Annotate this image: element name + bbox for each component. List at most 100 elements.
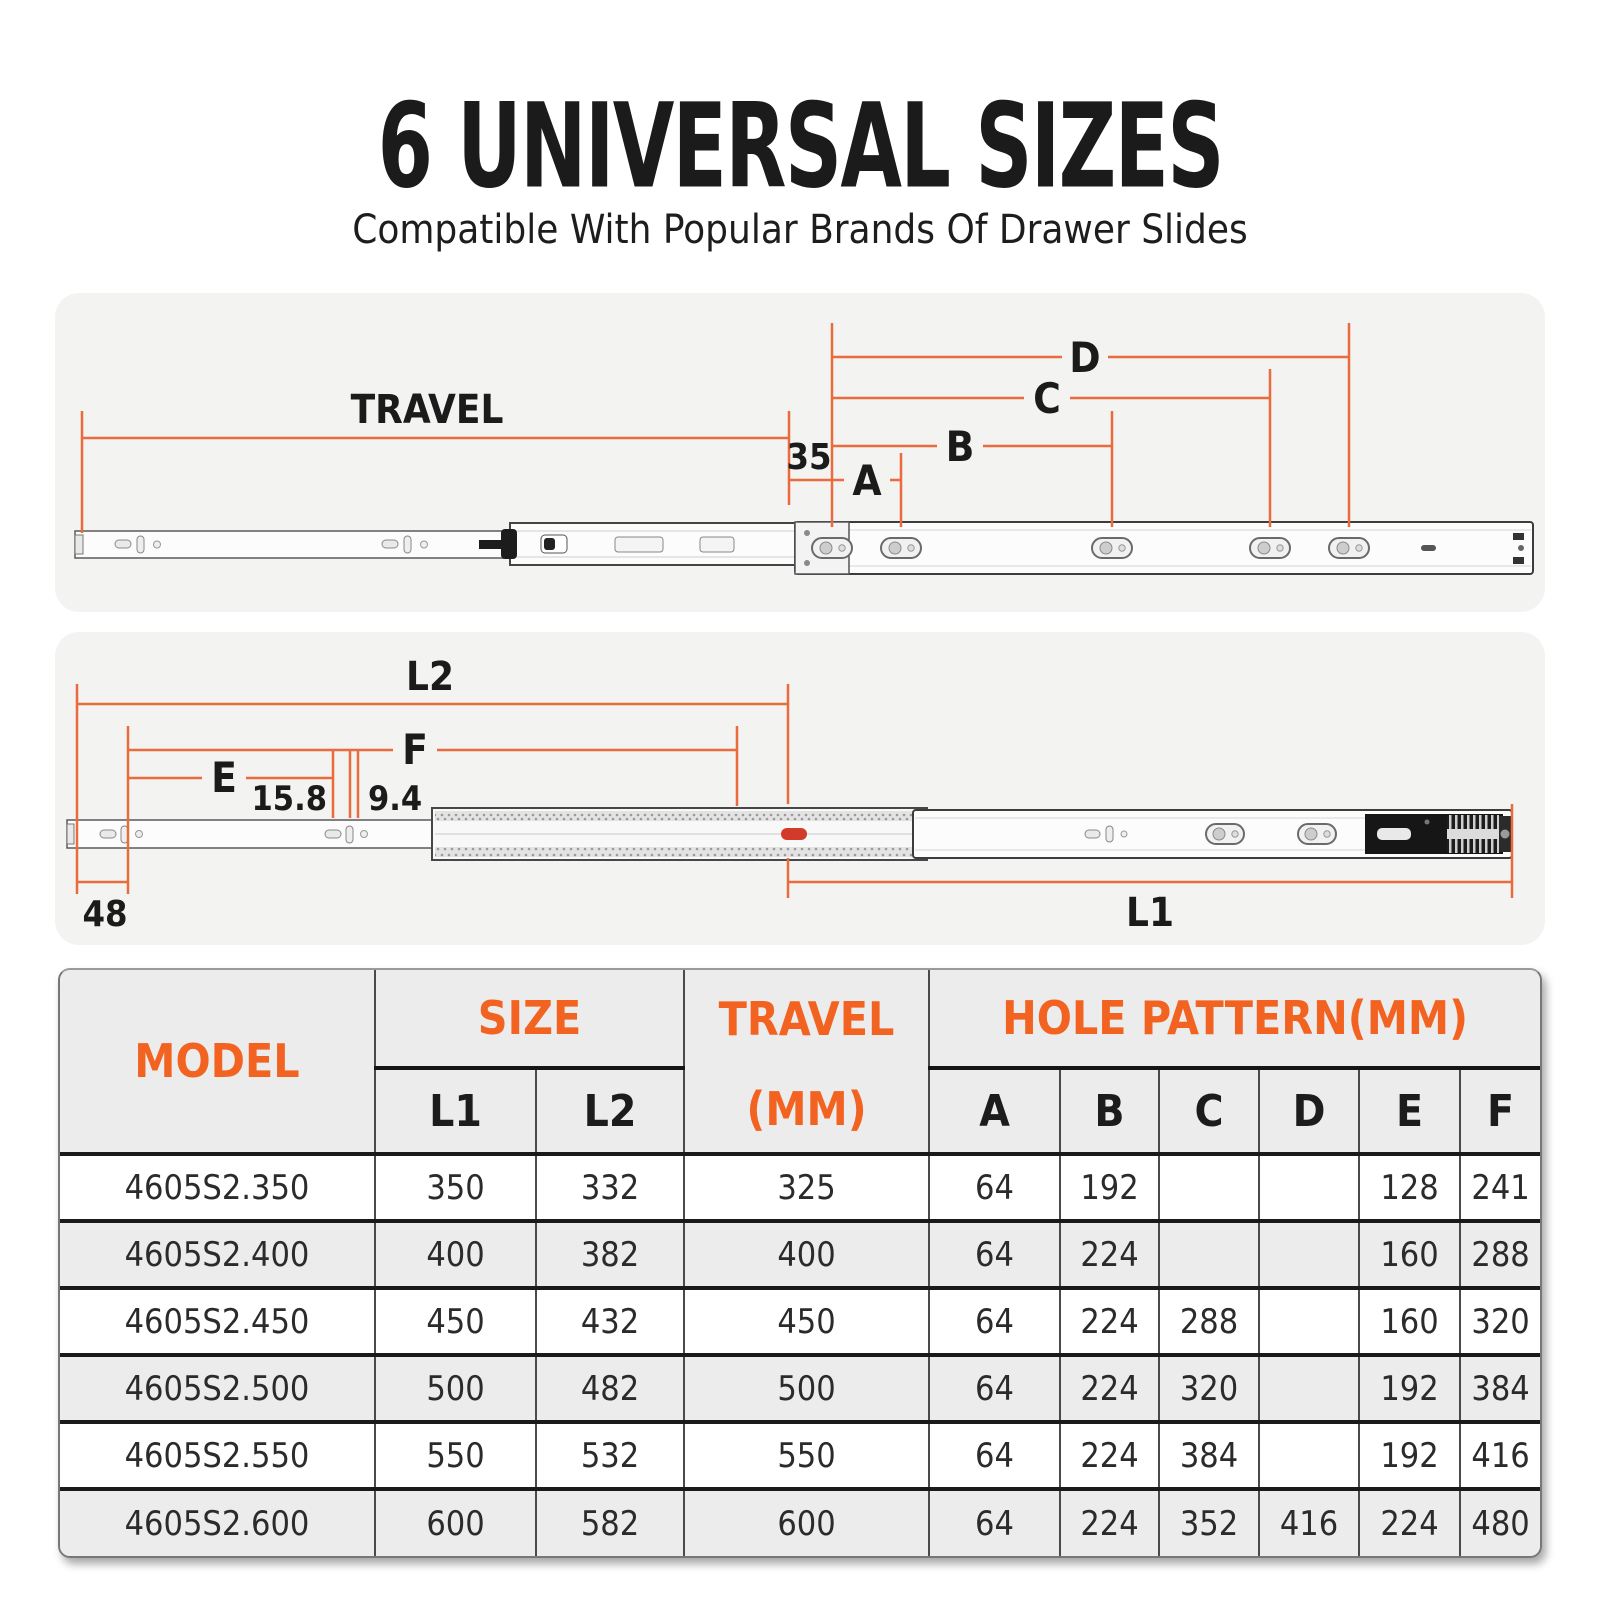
bottom-slide-drawing: L2 F E 15.8 9.4 48 L1 bbox=[66, 654, 1514, 936]
cell-f: 416 bbox=[1459, 1420, 1540, 1489]
cell-d bbox=[1258, 1286, 1360, 1355]
page-subtitle: Compatible With Popular Brands Of Drawer… bbox=[352, 207, 1248, 253]
dim-label-l1: L1 bbox=[1126, 890, 1174, 936]
cell-c: 384 bbox=[1158, 1420, 1260, 1489]
header-e: E bbox=[1358, 1068, 1461, 1154]
cell-l1: 350 bbox=[374, 1152, 536, 1221]
mounting-hole bbox=[1328, 537, 1370, 559]
dim-label-e: E bbox=[211, 753, 237, 802]
cell-a: 64 bbox=[928, 1487, 1061, 1556]
screw-slot-group bbox=[381, 535, 428, 554]
cell-a: 64 bbox=[928, 1353, 1061, 1422]
cell-e: 192 bbox=[1358, 1353, 1461, 1422]
cell-model: 4605S2.500 bbox=[60, 1353, 375, 1422]
cell-e: 224 bbox=[1358, 1487, 1461, 1556]
detent-button bbox=[781, 828, 807, 840]
cell-d bbox=[1258, 1152, 1360, 1221]
cell-a: 64 bbox=[928, 1152, 1061, 1221]
cell-model: 4605S2.550 bbox=[60, 1420, 375, 1489]
top-slide-drawing: TRAVEL 35 A B C D bbox=[74, 323, 1534, 575]
cell-b: 192 bbox=[1059, 1152, 1160, 1221]
cell-c: 320 bbox=[1158, 1353, 1260, 1422]
cell-model: 4605S2.450 bbox=[60, 1286, 375, 1355]
outer-rail bbox=[794, 521, 1534, 575]
cell-b: 224 bbox=[1059, 1353, 1160, 1422]
cell-l1: 500 bbox=[374, 1353, 536, 1422]
table-row: 4605S2.350 350 332 325 64 192 128 241 bbox=[60, 1152, 1540, 1221]
dim-label-48: 48 bbox=[82, 894, 127, 935]
cell-e: 160 bbox=[1358, 1286, 1461, 1355]
dim-label-c: C bbox=[1033, 374, 1061, 423]
cell-l2: 482 bbox=[534, 1353, 685, 1422]
middle-rail bbox=[479, 522, 806, 566]
header-l2: L2 bbox=[534, 1068, 685, 1154]
cell-travel: 500 bbox=[683, 1353, 930, 1422]
header-hole-pattern: HOLE PATTERN(MM) bbox=[928, 970, 1540, 1070]
cell-l2: 382 bbox=[534, 1219, 685, 1288]
cell-a: 64 bbox=[928, 1420, 1061, 1489]
cell-travel: 325 bbox=[683, 1152, 930, 1221]
page-title: 6 UNIVERSAL SIZES bbox=[377, 78, 1224, 215]
cell-c: 288 bbox=[1158, 1286, 1260, 1355]
cell-c: 352 bbox=[1158, 1487, 1260, 1556]
header-l1: L1 bbox=[374, 1068, 536, 1154]
dim-label-travel: TRAVEL bbox=[351, 387, 504, 433]
header-travel-word: TRAVEL bbox=[718, 992, 895, 1046]
dim-label-f: F bbox=[402, 725, 428, 774]
title-row: 6 UNIVERSAL SIZES bbox=[0, 78, 1600, 215]
table-row: 4605S2.600 600 582 600 64 224 352 416 22… bbox=[60, 1487, 1540, 1556]
table-row: 4605S2.550 550 532 550 64 224 384 192 41… bbox=[60, 1420, 1540, 1489]
cell-model: 4605S2.600 bbox=[60, 1487, 375, 1556]
bottom-diagram-panel: L2 F E 15.8 9.4 48 L1 bbox=[55, 632, 1545, 945]
cell-model: 4605S2.400 bbox=[60, 1219, 375, 1288]
cell-c bbox=[1158, 1219, 1260, 1288]
dim-label-l2: L2 bbox=[406, 654, 454, 700]
table-row: 4605S2.500 500 482 500 64 224 320 192 38… bbox=[60, 1353, 1540, 1422]
cell-l1: 400 bbox=[374, 1219, 536, 1288]
cell-travel: 550 bbox=[683, 1420, 930, 1489]
mounting-hole bbox=[1091, 537, 1133, 559]
mounting-hole bbox=[1297, 823, 1337, 845]
mounting-hole bbox=[811, 537, 853, 559]
subtitle-row: Compatible With Popular Brands Of Drawer… bbox=[0, 207, 1600, 253]
header-travel: TRAVEL (MM) bbox=[683, 970, 930, 1154]
header-f: F bbox=[1459, 1068, 1540, 1154]
top-diagram-panel: TRAVEL 35 A B C D bbox=[55, 293, 1545, 612]
lock-mechanism bbox=[1365, 814, 1511, 854]
header-model: MODEL bbox=[134, 1034, 300, 1088]
dim-label-9-4: 9.4 bbox=[368, 779, 422, 819]
header-size: SIZE bbox=[373, 970, 685, 1070]
release-lever bbox=[501, 529, 517, 559]
header-c: C bbox=[1158, 1068, 1260, 1154]
screw-slot-group bbox=[1084, 825, 1128, 843]
spec-table: MODEL SIZE TRAVEL (MM) HOLE PATTERN(MM) … bbox=[60, 970, 1540, 1556]
cell-d: 416 bbox=[1258, 1487, 1360, 1556]
cell-model: 4605S2.350 bbox=[60, 1152, 375, 1221]
cell-l1: 550 bbox=[374, 1420, 536, 1489]
header-d: D bbox=[1258, 1068, 1360, 1154]
cell-b: 224 bbox=[1059, 1219, 1160, 1288]
cell-l2: 332 bbox=[534, 1152, 685, 1221]
header-b: B bbox=[1059, 1068, 1160, 1154]
cell-e: 128 bbox=[1358, 1152, 1461, 1221]
cell-f: 480 bbox=[1459, 1487, 1540, 1556]
inner-rail bbox=[74, 530, 524, 559]
cell-e: 192 bbox=[1358, 1420, 1461, 1489]
cell-travel: 450 bbox=[683, 1286, 930, 1355]
dim-label-15-8: 15.8 bbox=[252, 779, 327, 819]
cell-d bbox=[1258, 1420, 1360, 1489]
dimension-lines bbox=[80, 323, 1351, 533]
cell-f: 288 bbox=[1459, 1219, 1540, 1288]
screw-slot-group bbox=[324, 825, 368, 844]
cell-f: 320 bbox=[1459, 1286, 1540, 1355]
table-row: 4605S2.400 400 382 400 64 224 160 288 bbox=[60, 1219, 1540, 1288]
screw-slot-group bbox=[114, 535, 161, 554]
header-travel-unit: (MM) bbox=[746, 1082, 867, 1136]
cell-l2: 432 bbox=[534, 1286, 685, 1355]
dim-label-a: A bbox=[852, 456, 882, 505]
dim-label-35: 35 bbox=[786, 437, 831, 478]
cell-e: 160 bbox=[1358, 1219, 1461, 1288]
outer-rail bbox=[912, 809, 1513, 859]
bearing-rail bbox=[431, 807, 928, 861]
